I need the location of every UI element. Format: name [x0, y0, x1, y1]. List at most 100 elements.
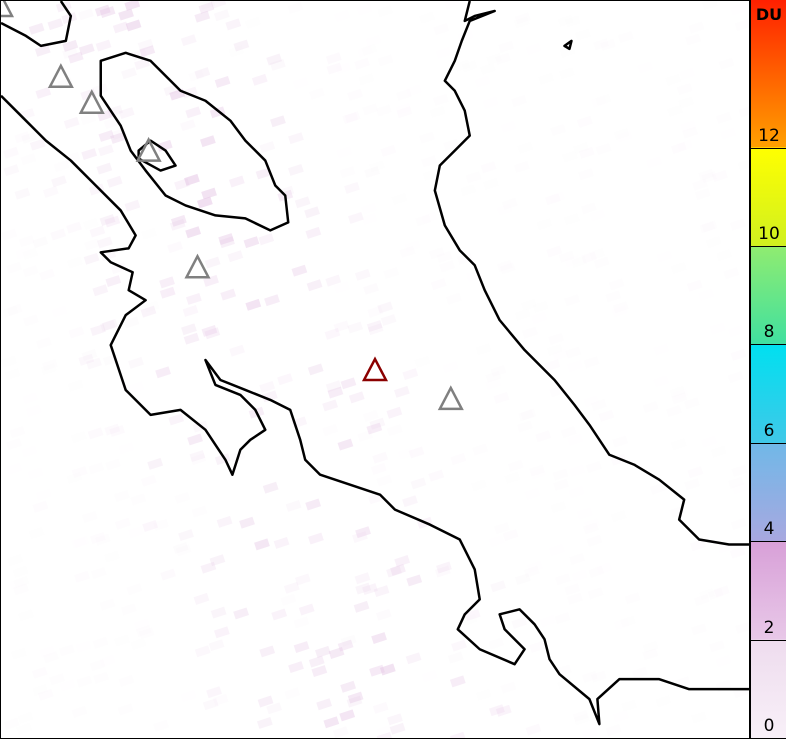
so2-pixel — [89, 225, 106, 238]
so2-pixel — [135, 625, 152, 637]
so2-pixel — [81, 348, 98, 361]
so2-pixel — [266, 53, 283, 66]
so2-pixel — [671, 392, 688, 405]
so2-pixel — [376, 731, 393, 738]
so2-pixel — [278, 185, 295, 198]
so2-pixel — [121, 67, 137, 80]
so2-pixel — [340, 680, 357, 693]
so2-pixel — [269, 58, 286, 71]
so2-pixel — [605, 290, 621, 302]
so2-pixel — [572, 570, 588, 582]
so2-pixel — [505, 472, 521, 484]
so2-pixel — [422, 670, 438, 682]
so2-pixel — [569, 486, 585, 498]
so2-pixel — [710, 323, 726, 335]
so2-pixel — [219, 236, 235, 249]
so2-pixel — [595, 94, 611, 106]
so2-pixel — [90, 324, 106, 336]
so2-pixel — [185, 106, 202, 119]
so2-pixel — [209, 106, 226, 119]
so2-pixel — [372, 701, 389, 714]
so2-pixel — [501, 121, 517, 133]
so2-pixel — [114, 517, 131, 530]
so2-pixel — [94, 533, 111, 546]
so2-pixel — [538, 73, 554, 85]
so2-pixel — [408, 446, 425, 459]
so2-pixel — [91, 567, 107, 579]
so2-pixel — [498, 40, 515, 53]
so2-pixel — [214, 453, 231, 466]
so2-pixel — [653, 344, 669, 356]
so2-pixel — [699, 221, 716, 234]
so2-pixel — [713, 585, 730, 598]
so2-pixel — [264, 294, 280, 307]
so2-pixel — [6, 438, 22, 450]
so2-pixel — [723, 267, 740, 280]
so2-pixel — [355, 526, 371, 539]
so2-pixel — [209, 554, 226, 567]
so2-pixel — [483, 178, 499, 190]
so2-pixel — [258, 233, 275, 246]
so2-pixel — [182, 86, 198, 99]
so2-pixel — [109, 425, 126, 437]
so2-pixel — [502, 529, 519, 541]
so2-pixel — [567, 592, 583, 605]
so2-pixel — [392, 193, 408, 205]
so2-pixel — [147, 457, 164, 470]
so2-pixel — [123, 316, 140, 329]
so2-pixel — [185, 292, 202, 305]
so2-pixel — [233, 39, 250, 52]
so2-pixel — [730, 348, 747, 361]
so2-pixel — [386, 406, 403, 419]
so2-pixel — [104, 215, 121, 228]
so2-pixel — [52, 306, 68, 318]
so2-pixel — [67, 51, 84, 64]
so2-pixel — [405, 652, 422, 665]
so2-pixel — [444, 0, 460, 9]
so2-pixel — [369, 417, 386, 430]
so2-pixel — [569, 553, 585, 565]
so2-pixel — [311, 665, 328, 678]
so2-pixel — [567, 360, 583, 372]
so2-pixel — [428, 247, 445, 260]
so2-pixel — [545, 193, 561, 206]
so2-pixel — [691, 712, 707, 724]
so2-pixel — [327, 386, 344, 399]
so2-pixel — [106, 175, 123, 188]
so2-pixel — [32, 500, 49, 513]
volcano-marker — [78, 89, 105, 114]
so2-pixel — [92, 636, 109, 649]
so2-pixel — [306, 279, 323, 292]
so2-pixel — [447, 651, 464, 664]
so2-pixel — [113, 490, 130, 502]
so2-pixel — [273, 536, 290, 549]
so2-pixel — [610, 453, 627, 466]
so2-pixel — [337, 438, 354, 451]
so2-pixel — [125, 19, 142, 32]
so2-pixel — [678, 97, 694, 109]
so2-pixel — [227, 250, 244, 263]
so2-pixel — [5, 368, 21, 380]
so2-pixel — [22, 446, 38, 458]
so2-pixel — [172, 542, 189, 554]
so2-pixel — [281, 594, 297, 606]
so2-pixel — [142, 520, 159, 532]
so2-pixel — [160, 568, 176, 581]
so2-pixel — [325, 380, 342, 393]
so2-pixel — [688, 21, 705, 34]
so2-pixel — [304, 206, 320, 219]
so2-pixel — [366, 422, 383, 435]
so2-pixel — [270, 115, 286, 128]
so2-pixel — [170, 214, 187, 227]
so2-pixel — [325, 274, 342, 287]
so2-pixel — [204, 256, 221, 269]
so2-pixel — [358, 73, 374, 85]
so2-pixel — [515, 309, 531, 321]
so2-pixel — [322, 399, 338, 412]
so2-pixel — [124, 1, 141, 11]
so2-pixel — [3, 146, 19, 159]
so2-pixel — [718, 57, 735, 70]
so2-pixel — [192, 506, 208, 518]
so2-pixel — [259, 380, 276, 393]
so2-pixel — [251, 73, 268, 86]
